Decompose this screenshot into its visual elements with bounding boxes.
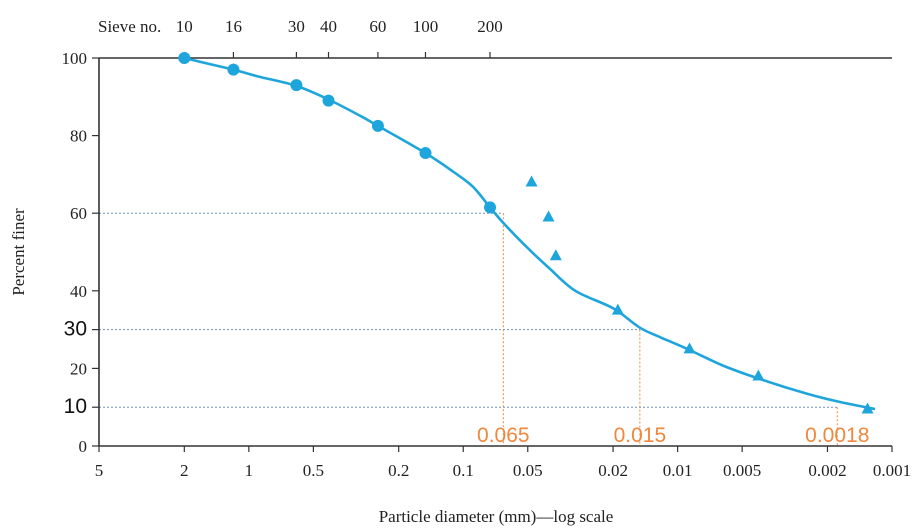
sieve-data-point <box>290 79 303 92</box>
gradation-curve <box>184 56 876 411</box>
sieve-data-point <box>227 63 240 76</box>
gradation-curve-line <box>184 56 876 411</box>
x-tick-label: 0.02 <box>598 461 628 480</box>
axes: 5 2 1 0.5 0.2 0.1 0.05 0.02 0.01 0.005 0.002 0.001 1… <box>62 17 912 480</box>
x-tick-label: 0.001 <box>873 461 911 480</box>
x-tick-label: 0.1 <box>453 461 474 480</box>
sieve-data-point <box>419 147 432 160</box>
y-tick-label: 30 <box>64 318 87 341</box>
sieve-axis-title: Sieve no. <box>98 17 161 36</box>
hydrometer-data-point <box>542 210 555 222</box>
y-tick-label: 0 <box>79 437 88 456</box>
x-tick-label: 0.5 <box>303 461 324 480</box>
x-tick-label: 0.01 <box>663 461 693 480</box>
hydrometer-data-point <box>752 369 765 381</box>
data-points <box>178 52 874 414</box>
y-tick-label: 10 <box>64 395 87 418</box>
y-tick-label: 80 <box>70 127 87 146</box>
sieve-tick-label: 10 <box>176 17 193 36</box>
x-tick-label: 1 <box>245 461 254 480</box>
sieve-data-point <box>322 94 335 107</box>
axis-labels: Particle diameter (mm)—log scale Percent… <box>9 17 613 526</box>
y-axis-title: Percent finer <box>9 208 28 296</box>
d-value-annotation: 0.0018 <box>805 424 869 447</box>
sieve-tick-label: 60 <box>369 17 386 36</box>
hydrometer-data-point <box>549 249 562 261</box>
sieve-data-point <box>371 119 384 132</box>
sieve-tick-label: 16 <box>225 17 242 36</box>
y-tick-label: 40 <box>70 282 87 301</box>
y-tick-label: 20 <box>70 359 87 378</box>
sieve-tick-label: 200 <box>477 17 503 36</box>
d-value-annotation: 0.015 <box>614 424 667 447</box>
d-value-annotations: 0.065 0.015 0.0018 <box>477 424 869 447</box>
x-tick-label: 0.002 <box>808 461 846 480</box>
x-tick-label: 0.005 <box>723 461 761 480</box>
sieve-tick-label: 100 <box>413 17 439 36</box>
y-tick-label: 60 <box>70 204 87 223</box>
sieve-tick-label: 30 <box>288 17 305 36</box>
hydrometer-data-point <box>611 303 624 315</box>
reference-lines <box>99 212 838 446</box>
hydrometer-data-point <box>861 402 874 414</box>
hydrometer-data-point <box>683 342 696 354</box>
x-tick-label: 0.2 <box>388 461 409 480</box>
d-value-annotation: 0.065 <box>477 424 530 447</box>
x-axis-title: Particle diameter (mm)—log scale <box>379 507 614 526</box>
x-tick-label: 2 <box>180 461 189 480</box>
x-tick-label: 5 <box>95 461 104 480</box>
sieve-tick-label: 40 <box>320 17 337 36</box>
sieve-data-point <box>178 52 191 64</box>
x-tick-label: 0.05 <box>513 461 543 480</box>
y-tick-label: 100 <box>62 49 88 68</box>
hydrometer-data-point <box>525 175 538 187</box>
sieve-data-point <box>484 201 497 214</box>
